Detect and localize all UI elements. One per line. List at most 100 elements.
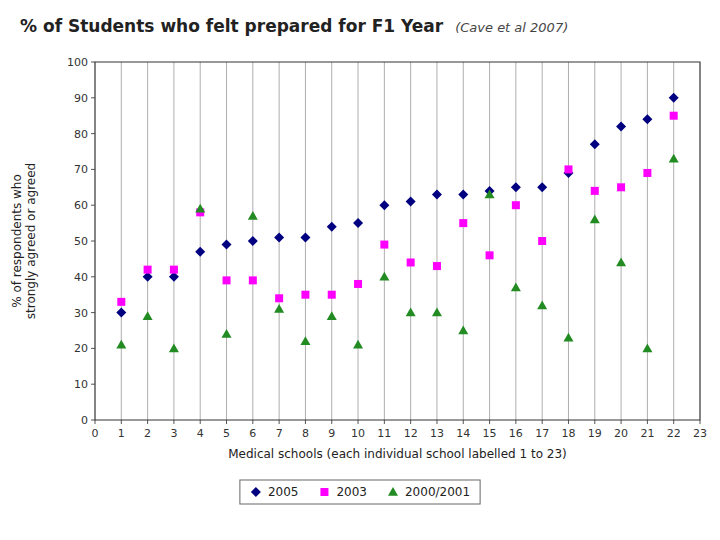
point: [275, 294, 283, 302]
x-tick-label: 4: [197, 427, 204, 440]
y-tick-label: 40: [74, 271, 88, 284]
point: [353, 218, 363, 228]
x-tick: [384, 420, 385, 424]
x-tick: [594, 420, 595, 424]
legend-marker: [251, 487, 261, 497]
x-tick: [305, 420, 306, 424]
point: [591, 187, 599, 195]
y-axis-label: % of respondents whostrongly agreed or a…: [10, 163, 38, 319]
grid-line: [331, 62, 332, 420]
legend-label: 2000/2001: [405, 485, 470, 499]
y-tick-label: 0: [81, 414, 88, 427]
point: [616, 257, 626, 266]
x-tick-label: 21: [640, 427, 654, 440]
y-tick-label: 80: [74, 128, 88, 141]
x-tick-label: 17: [535, 427, 549, 440]
point: [170, 266, 178, 274]
point: [406, 197, 416, 207]
x-tick-label: 7: [276, 427, 283, 440]
legend-marker: [320, 488, 328, 496]
x-tick-label: 6: [249, 427, 256, 440]
grid-line: [489, 62, 490, 420]
series-0: [116, 93, 678, 318]
point: [406, 308, 416, 317]
x-tick: [515, 420, 516, 424]
subtitle: (Cave et al 2007): [455, 20, 568, 35]
point: [274, 232, 284, 242]
grid-line: [568, 62, 569, 420]
x-tick: [647, 420, 648, 424]
point: [511, 283, 521, 292]
x-tick: [700, 420, 701, 424]
point: [616, 121, 626, 131]
point: [563, 333, 573, 342]
point: [407, 258, 415, 266]
x-tick-label: 9: [328, 427, 335, 440]
x-tick: [489, 420, 490, 424]
point: [643, 169, 651, 177]
point: [379, 272, 389, 281]
x-tick-label: 13: [430, 427, 444, 440]
grid-line: [621, 62, 622, 420]
point: [144, 266, 152, 274]
legend: 200520032000/2001: [240, 480, 480, 504]
x-tick-label: 20: [614, 427, 628, 440]
point: [458, 189, 468, 199]
x-tick: [568, 420, 569, 424]
y-tick-label: 60: [74, 199, 88, 212]
point: [642, 343, 652, 352]
point: [116, 340, 126, 349]
y-tick-label: 20: [74, 342, 88, 355]
point: [459, 219, 467, 227]
point: [143, 311, 153, 320]
point: [617, 183, 625, 191]
point: [169, 343, 179, 352]
y-tick: [91, 133, 95, 134]
plot-frame: [95, 62, 700, 420]
point: [485, 189, 495, 198]
grid-line: [463, 62, 464, 420]
point: [223, 276, 231, 284]
y-tick: [91, 384, 95, 385]
legend-label: 2005: [268, 485, 299, 499]
grid-line: [594, 62, 595, 420]
x-tick-label: 18: [561, 427, 575, 440]
point: [380, 241, 388, 249]
point: [327, 222, 337, 232]
x-tick-label: 10: [351, 427, 365, 440]
x-tick: [436, 420, 437, 424]
y-tick: [91, 276, 95, 277]
point: [248, 211, 258, 220]
point: [432, 189, 442, 199]
x-tick: [279, 420, 280, 424]
point: [669, 93, 679, 103]
point: [432, 308, 442, 317]
y-axis-label-line: strongly agreed or agreed: [24, 163, 38, 319]
legend-box: [240, 480, 480, 504]
legend-marker: [388, 487, 398, 496]
point: [248, 236, 258, 246]
y-tick-label: 70: [74, 163, 88, 176]
point: [327, 311, 337, 320]
point: [300, 232, 310, 242]
y-tick-label: 30: [74, 307, 88, 320]
x-tick-label: 5: [223, 427, 230, 440]
x-tick: [358, 420, 359, 424]
point: [537, 300, 547, 309]
plot-area: [95, 62, 700, 420]
x-tick-label: 12: [404, 427, 418, 440]
point: [300, 336, 310, 345]
y-tick-label: 90: [74, 92, 88, 105]
x-tick: [173, 420, 174, 424]
y-tick: [91, 169, 95, 170]
point: [564, 165, 572, 173]
x-tick-label: 1: [118, 427, 125, 440]
x-tick-label: 0: [92, 427, 99, 440]
point: [590, 139, 600, 149]
points: [116, 93, 678, 352]
x-tick: [542, 420, 543, 424]
y-axis-label-line: % of respondents who: [10, 174, 24, 308]
y-tick: [91, 97, 95, 98]
series-2: [116, 154, 678, 352]
x-tick: [147, 420, 148, 424]
